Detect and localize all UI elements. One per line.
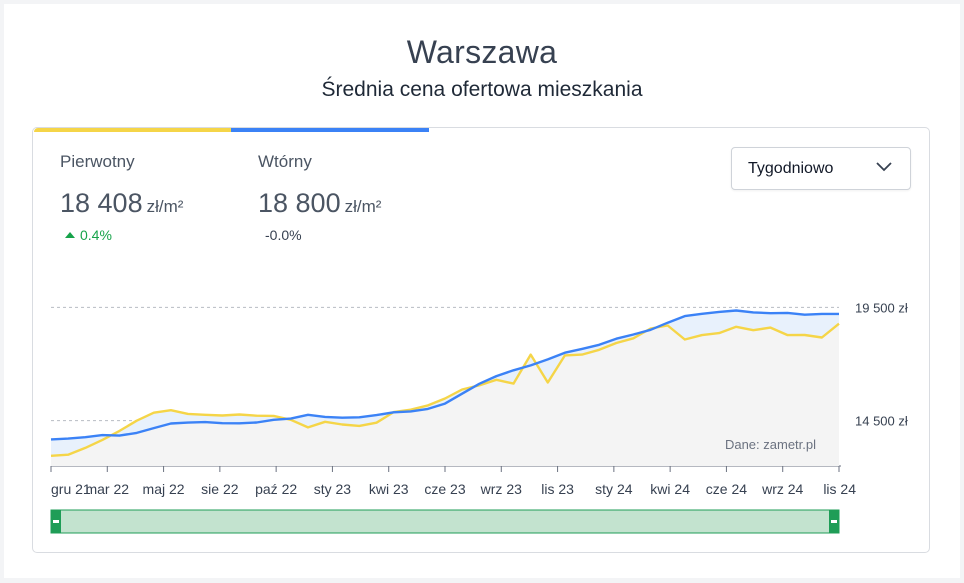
metric-change: -0.0%: [265, 227, 302, 243]
metric-change: 0.4%: [65, 227, 112, 243]
metric-label: Wtórny: [258, 152, 312, 171]
x-tick-label: sty 24: [595, 481, 633, 497]
y-tick-label: 14 500 zł: [855, 414, 908, 429]
metric-value: 18 800 zł/m²: [258, 188, 381, 219]
chart-areas: [51, 310, 839, 466]
tab-indicator-pierwotny[interactable]: [34, 128, 231, 132]
chart-lines: [50, 309, 840, 457]
x-tick-label: paź 22: [255, 481, 297, 497]
arrow-up-icon: [65, 232, 75, 238]
x-tick-label: sty 23: [314, 481, 352, 497]
series-line-pierwotny[interactable]: [50, 322, 840, 457]
page-subtitle: Średnia cena ofertowa mieszkania: [321, 78, 643, 101]
metric-unit: zł/m²: [146, 197, 184, 216]
series-area-lower: [51, 323, 839, 466]
x-tick-label: cze 23: [424, 481, 465, 497]
metric-pierwotny[interactable]: Pierwotny 18 408 zł/m² 0.4%: [60, 152, 183, 243]
metric-value: 18 408 zł/m²: [60, 188, 183, 219]
page: Warszawa Średnia cena ofertowa mieszkani…: [4, 4, 960, 578]
x-tick-label: cze 24: [706, 481, 747, 497]
x-tick-label: sie 22: [201, 481, 239, 497]
x-tick-label: kwi 24: [650, 481, 690, 497]
chevron-down-icon: [876, 162, 892, 172]
x-tick-label: mar 22: [85, 481, 129, 497]
metric-wtorny[interactable]: Wtórny 18 800 zł/m² -0.0%: [258, 152, 381, 243]
metric-unit: zł/m²: [344, 197, 382, 216]
series-line-wtorny[interactable]: [50, 309, 839, 441]
metric-label: Pierwotny: [60, 152, 135, 171]
metric-number: 18 800: [258, 188, 341, 218]
x-tick-label: lis 24: [823, 481, 856, 497]
y-tick-label: 19 500 zł: [855, 300, 908, 315]
x-tick-label: wrz 23: [480, 481, 522, 497]
tab-indicator-wtorny[interactable]: [231, 128, 429, 132]
page-title: Warszawa: [406, 34, 558, 70]
x-tick-label: kwi 23: [369, 481, 409, 497]
range-navigator-track[interactable]: [50, 509, 840, 534]
series-area-gap: [51, 310, 839, 456]
metric-number: 18 408: [60, 188, 143, 218]
price-card: Pierwotny 18 408 zł/m² 0.4% Wtórny 18 800…: [32, 127, 930, 553]
x-tick-label: lis 23: [541, 481, 574, 497]
period-dropdown-value: Tygodniowo: [748, 160, 834, 177]
metric-change-value: 0.4%: [80, 227, 112, 243]
source-note: Dane: zametr.pl: [725, 437, 816, 452]
x-tick-label: gru 21: [51, 481, 91, 497]
x-tick-label: wrz 24: [761, 481, 803, 497]
range-handle-left-grip: [53, 520, 59, 523]
period-dropdown[interactable]: Tygodniowo: [731, 147, 911, 190]
range-navigator[interactable]: [50, 509, 840, 534]
range-handle-right-grip: [831, 520, 837, 523]
x-tick-label: maj 22: [143, 481, 185, 497]
